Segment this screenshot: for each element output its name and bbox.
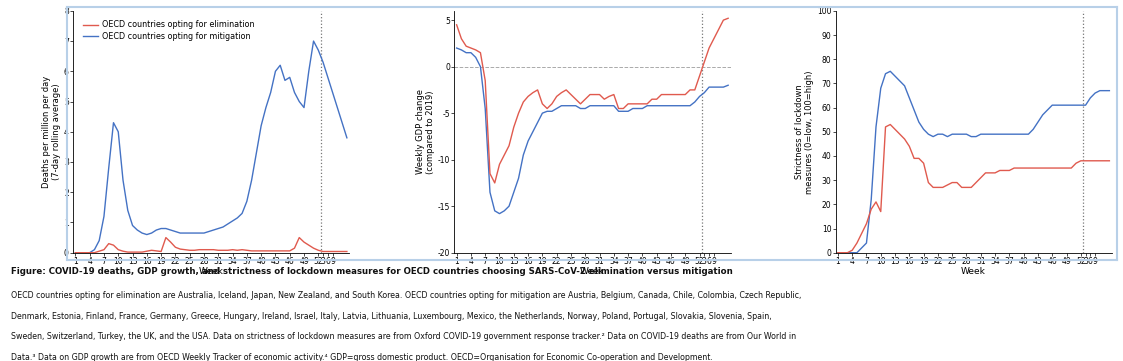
Text: Figure: COVID-19 deaths, GDP growth, and strictness of lockdown measures for OEC: Figure: COVID-19 deaths, GDP growth, and…: [11, 267, 733, 276]
Text: 2021: 2021: [703, 0, 728, 1]
Text: 2020: 2020: [567, 0, 592, 1]
Y-axis label: Deaths per million per day
(7-day rolling average): Deaths per million per day (7-day rollin…: [42, 76, 61, 188]
Text: Data.³ Data on GDP growth are from OECD Weekly Tracker of economic activity.⁴ GD: Data.³ Data on GDP growth are from OECD …: [11, 353, 713, 361]
Text: Denmark, Estonia, Finland, France, Germany, Greece, Hungary, Ireland, Israel, It: Denmark, Estonia, Finland, France, Germa…: [11, 312, 772, 321]
Text: 2021: 2021: [321, 0, 346, 1]
Text: Sweden, Switzerland, Turkey, the UK, and the USA. Data on strictness of lockdown: Sweden, Switzerland, Turkey, the UK, and…: [11, 332, 796, 342]
Y-axis label: Weekly GDP change
(compared to 2019): Weekly GDP change (compared to 2019): [416, 89, 435, 174]
Legend: OECD countries opting for elimination, OECD countries opting for mitigation: OECD countries opting for elimination, O…: [80, 17, 257, 44]
Text: 2020: 2020: [185, 0, 210, 1]
Text: OECD countries opting for elimination are Australia, Iceland, Japan, New Zealand: OECD countries opting for elimination ar…: [11, 291, 802, 300]
Text: 2021: 2021: [1084, 0, 1108, 1]
X-axis label: Week: Week: [579, 267, 605, 276]
X-axis label: Week: Week: [961, 267, 986, 276]
Text: 2020: 2020: [948, 0, 973, 1]
Y-axis label: Strictness of lockdown
measures (0=low, 100=high): Strictness of lockdown measures (0=low, …: [795, 70, 814, 193]
X-axis label: Week: Week: [199, 267, 223, 276]
